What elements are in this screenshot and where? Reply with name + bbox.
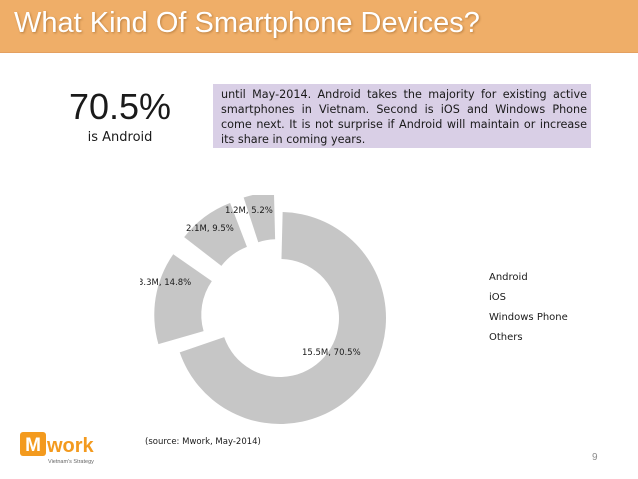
chart-legend: Android iOS Windows Phone Others (489, 271, 568, 351)
mwork-logo: M work Vietnam's Strategy (20, 432, 95, 465)
logo-letter: M (25, 435, 41, 456)
source-note: (source: Mwork, May-2014) (145, 437, 261, 447)
note-box: until May-2014. Android takes the majori… (213, 84, 591, 148)
big-stat-value: 70.5% (68, 86, 172, 127)
logo-wordmark: work (46, 435, 95, 457)
data-label-others: 1.2M, 5.2% (225, 206, 273, 216)
legend-item-ios: iOS (489, 292, 506, 303)
legend-item-windows-phone: Windows Phone (489, 312, 568, 323)
legend-item-android: Android (489, 272, 528, 283)
data-label-ios: 3.3M, 14.8% (140, 278, 191, 288)
donut-slice-others (243, 195, 276, 243)
big-stat-caption: is Android (87, 130, 153, 145)
donut-slice-windows-phone (184, 202, 247, 266)
logo-badge (20, 432, 46, 456)
donut-slice-ios (154, 254, 212, 345)
slide-title: What Kind Of Smartphone Devices? (14, 7, 480, 39)
donut-chart: 15.5M, 70.5% 3.3M, 14.8% 2.1M, 9.5% 1.2M, 5… (140, 195, 386, 424)
data-label-android: 15.5M, 70.5% (302, 348, 361, 358)
data-label-windows-phone: 2.1M, 9.5% (186, 224, 234, 234)
title-bar: What Kind Of Smartphone Devices? (0, 0, 638, 53)
page-number: 9 (592, 452, 598, 463)
donut-slice-android (179, 212, 386, 424)
legend-item-others: Others (489, 332, 523, 343)
logo-tagline: Vietnam's Strategy (48, 459, 94, 465)
